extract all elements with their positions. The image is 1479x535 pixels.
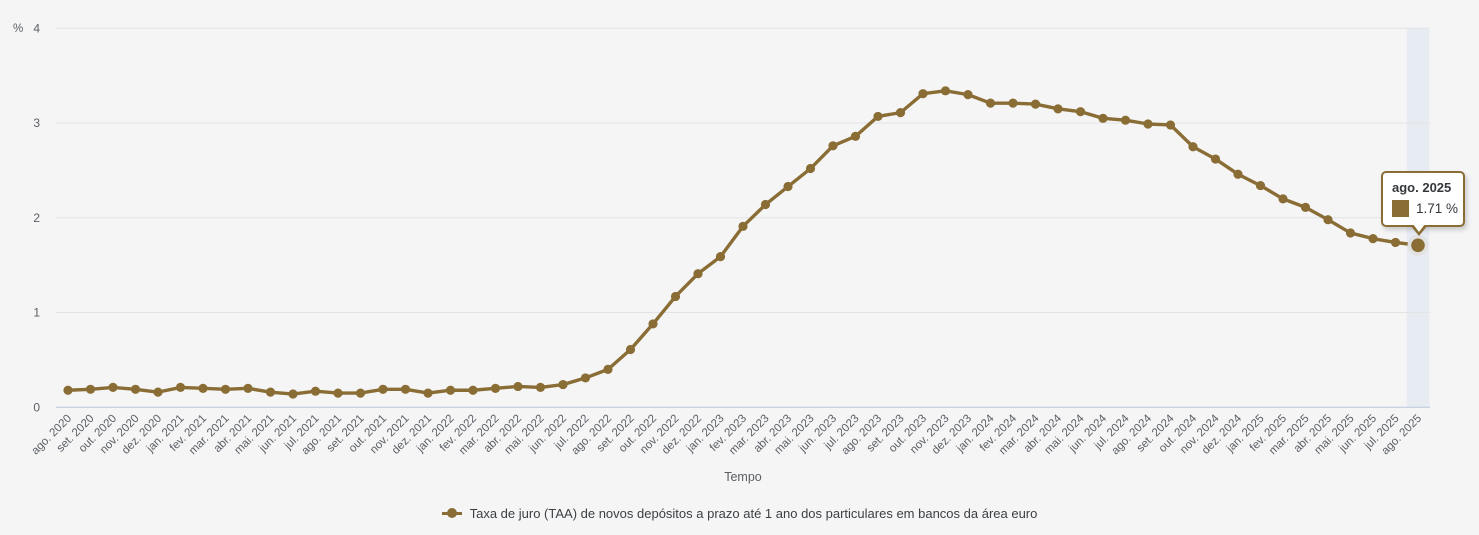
data-point[interactable] — [85, 384, 96, 394]
data-point[interactable] — [850, 131, 861, 141]
data-point[interactable] — [693, 269, 703, 279]
series-line — [66, 89, 1420, 396]
data-point[interactable] — [580, 373, 591, 383]
data-point[interactable] — [918, 89, 928, 99]
data-point[interactable] — [895, 108, 906, 118]
data-point[interactable] — [1300, 202, 1311, 212]
data-point[interactable] — [468, 385, 478, 395]
data-point[interactable] — [220, 384, 231, 394]
data-point[interactable] — [333, 388, 343, 398]
y-axis-unit-label: % — [13, 23, 23, 35]
data-point[interactable] — [1075, 107, 1086, 117]
tooltip-date: ago. 2025 — [1392, 180, 1452, 195]
data-point[interactable] — [1143, 119, 1153, 129]
y-axis-tick-label: 2 — [33, 211, 40, 225]
tooltip-value: 1.71 % — [1416, 201, 1459, 216]
data-point[interactable] — [1098, 113, 1108, 123]
data-point[interactable] — [873, 111, 883, 122]
data-point[interactable] — [175, 382, 186, 393]
data-point[interactable] — [130, 384, 141, 394]
data-point[interactable] — [355, 388, 366, 398]
legend-series-marker-icon[interactable] — [441, 508, 462, 518]
data-point[interactable] — [1233, 169, 1243, 179]
data-point[interactable] — [153, 387, 163, 397]
y-axis-tick-label: 4 — [33, 21, 40, 35]
y-axis-tick-label: 1 — [33, 306, 40, 320]
data-point[interactable] — [805, 163, 816, 174]
data-point[interactable] — [378, 384, 388, 394]
data-point[interactable] — [715, 252, 726, 262]
data-point[interactable] — [535, 382, 546, 393]
y-axis-tick-label: 0 — [33, 400, 40, 414]
data-point[interactable] — [490, 383, 501, 393]
legend: Taxa de juro (TAA) de novos depósitos a … — [0, 500, 1479, 526]
data-point[interactable] — [1008, 98, 1018, 108]
data-point[interactable] — [963, 90, 973, 100]
tooltip: ago. 2025 1.71 % — [1381, 171, 1465, 236]
data-point[interactable] — [265, 387, 276, 397]
data-point[interactable] — [1053, 104, 1063, 114]
data-point[interactable] — [63, 385, 73, 395]
data-point[interactable] — [648, 319, 658, 329]
data-point[interactable] — [1255, 180, 1266, 191]
data-point[interactable] — [1210, 154, 1221, 164]
x-axis-title: Tempo — [724, 470, 762, 484]
data-point[interactable] — [1368, 234, 1378, 244]
data-point[interactable] — [985, 98, 996, 108]
data-point[interactable] — [243, 383, 253, 393]
data-point[interactable] — [288, 389, 298, 399]
data-point[interactable] — [423, 388, 433, 398]
data-point[interactable] — [310, 386, 321, 396]
data-point[interactable] — [783, 181, 793, 192]
data-point[interactable] — [400, 384, 411, 394]
data-point[interactable] — [760, 199, 771, 210]
data-point[interactable] — [1345, 228, 1356, 238]
tooltip-series-swatch — [1392, 200, 1409, 217]
data-point[interactable] — [1188, 142, 1198, 152]
data-point[interactable] — [940, 86, 951, 96]
data-point[interactable] — [1390, 237, 1401, 248]
data-point[interactable] — [445, 385, 456, 395]
data-point[interactable] — [828, 141, 838, 151]
data-point[interactable] — [1278, 194, 1288, 204]
data-point[interactable] — [198, 383, 208, 393]
data-point[interactable] — [1030, 99, 1041, 109]
data-point[interactable] — [558, 379, 568, 390]
legend-series-label[interactable]: Taxa de juro (TAA) de novos depósitos a … — [469, 505, 1038, 521]
data-point[interactable] — [513, 381, 523, 392]
highlighted-data-point[interactable] — [1411, 238, 1425, 253]
data-point[interactable] — [108, 382, 118, 393]
data-point[interactable] — [625, 344, 636, 355]
y-axis-tick-label: 3 — [33, 116, 40, 130]
data-point[interactable] — [603, 364, 613, 374]
data-point[interactable] — [1323, 215, 1333, 225]
data-point[interactable] — [1165, 120, 1176, 130]
data-point[interactable] — [670, 291, 681, 302]
data-point[interactable] — [738, 221, 748, 231]
data-point[interactable] — [1120, 115, 1131, 125]
